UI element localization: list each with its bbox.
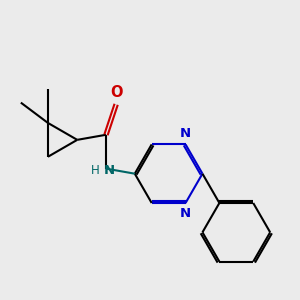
Text: O: O	[110, 85, 122, 100]
Text: N: N	[104, 164, 115, 177]
Text: N: N	[180, 207, 191, 220]
Text: H: H	[91, 164, 100, 177]
Text: N: N	[180, 127, 191, 140]
